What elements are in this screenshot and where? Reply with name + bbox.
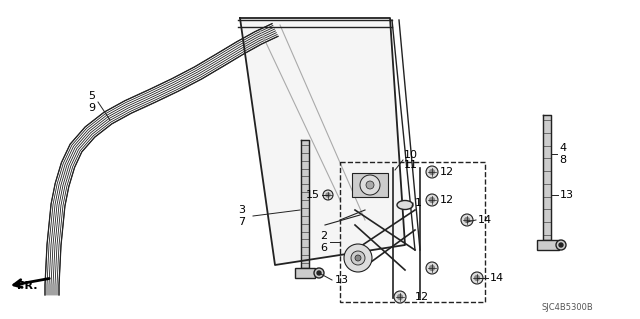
- Circle shape: [556, 240, 566, 250]
- Text: 15: 15: [306, 190, 320, 200]
- Circle shape: [429, 170, 435, 174]
- Text: SJC4B5300B: SJC4B5300B: [542, 303, 594, 313]
- Text: 14: 14: [478, 215, 492, 225]
- Text: FR.: FR.: [17, 281, 37, 291]
- Circle shape: [471, 272, 483, 284]
- Circle shape: [461, 214, 473, 226]
- Circle shape: [360, 175, 380, 195]
- Circle shape: [559, 243, 563, 247]
- Text: 6: 6: [320, 243, 327, 253]
- Text: 9: 9: [88, 103, 95, 113]
- Text: 11: 11: [404, 160, 418, 170]
- Circle shape: [475, 276, 479, 280]
- Text: 12: 12: [440, 195, 454, 205]
- Circle shape: [344, 244, 372, 272]
- Text: 13: 13: [560, 190, 574, 200]
- Ellipse shape: [397, 201, 413, 210]
- Text: 13: 13: [335, 275, 349, 285]
- Circle shape: [317, 271, 321, 275]
- Text: 3: 3: [238, 205, 245, 215]
- Text: 7: 7: [238, 217, 245, 227]
- Circle shape: [429, 197, 435, 202]
- Text: 4: 4: [559, 143, 566, 153]
- Circle shape: [366, 181, 374, 189]
- Text: 12: 12: [440, 167, 454, 177]
- Polygon shape: [240, 18, 405, 265]
- Text: 1: 1: [415, 198, 422, 208]
- Bar: [352, 173, 388, 197]
- Bar: [537, 240, 559, 250]
- Circle shape: [465, 218, 469, 222]
- Circle shape: [351, 251, 365, 265]
- Circle shape: [355, 255, 361, 261]
- Circle shape: [326, 193, 330, 197]
- Circle shape: [394, 291, 406, 303]
- Circle shape: [323, 190, 333, 200]
- Bar: [295, 268, 315, 278]
- Circle shape: [314, 268, 324, 278]
- Circle shape: [426, 166, 438, 178]
- Bar: [340, 162, 485, 302]
- Circle shape: [426, 262, 438, 274]
- Text: 12: 12: [415, 292, 429, 302]
- Text: 8: 8: [559, 155, 566, 165]
- Text: 10: 10: [404, 150, 418, 160]
- Text: 5: 5: [88, 91, 95, 101]
- Polygon shape: [301, 140, 309, 268]
- Text: 2: 2: [320, 231, 327, 241]
- Circle shape: [397, 295, 403, 300]
- Circle shape: [429, 266, 435, 271]
- Polygon shape: [543, 115, 551, 240]
- Circle shape: [426, 194, 438, 206]
- Text: 14: 14: [490, 273, 504, 283]
